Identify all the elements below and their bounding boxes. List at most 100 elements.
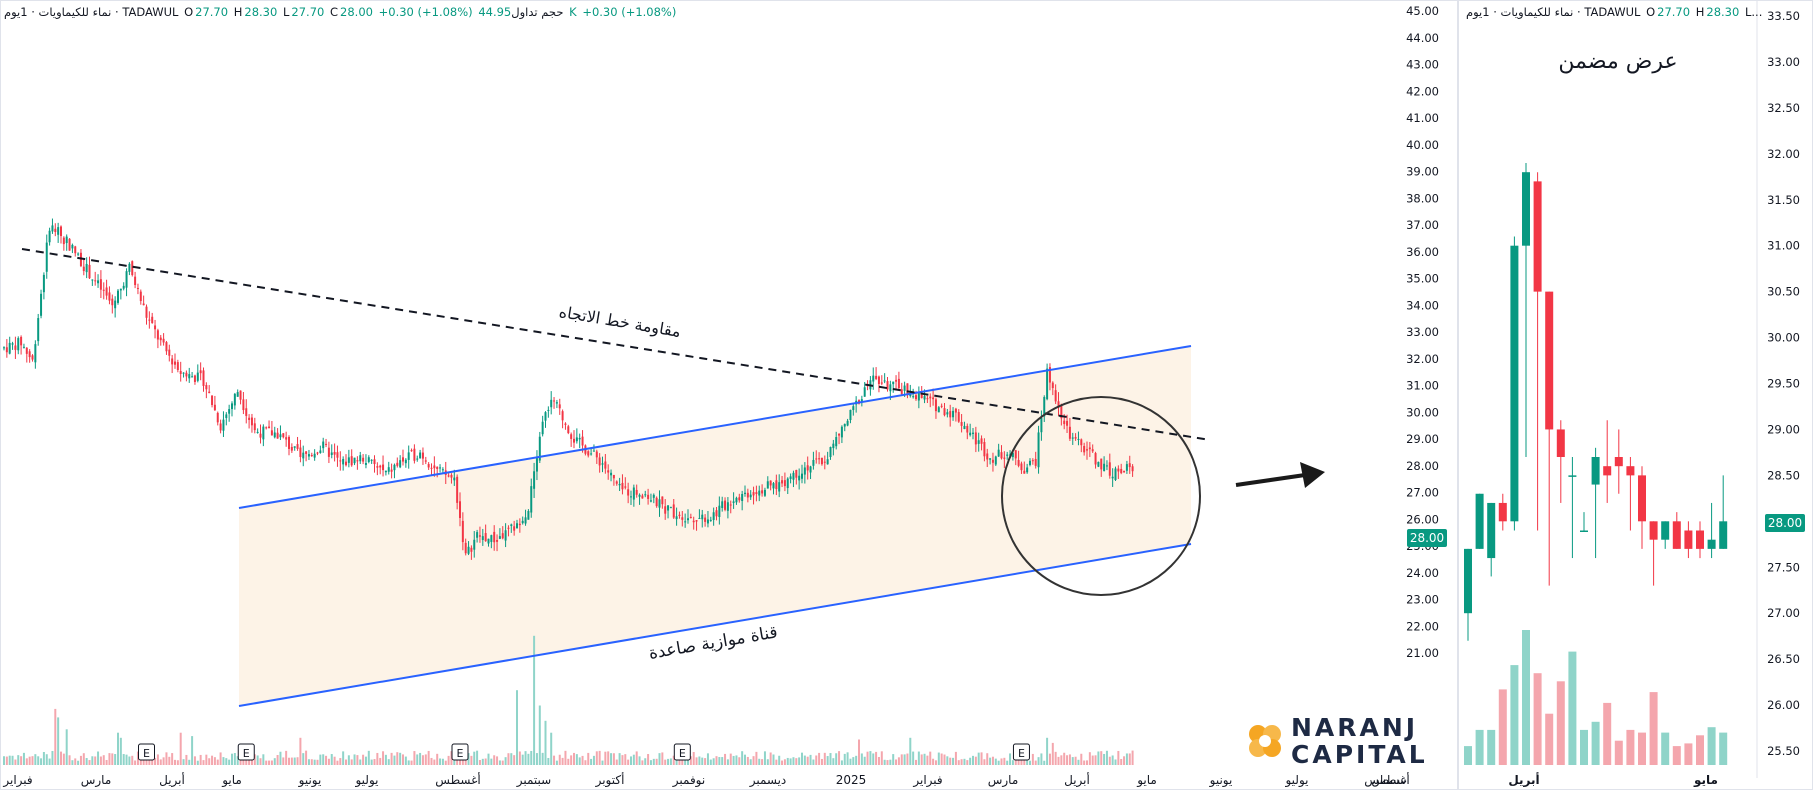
main-volume-bar (148, 756, 151, 765)
main-candle-body (478, 535, 481, 537)
main-candle-body (456, 476, 459, 503)
main-price-tick: 41.00 (1406, 111, 1439, 125)
main-volume-bar (333, 756, 336, 765)
main-volume-bar (225, 758, 228, 765)
main-volume-bar (77, 760, 80, 765)
main-volume-bar (980, 752, 983, 765)
main-volume-bar (706, 753, 709, 765)
main-open-label: O (184, 5, 194, 19)
main-candle-body (114, 300, 117, 309)
main-candle-body (681, 517, 684, 520)
main-candle-body (726, 502, 729, 511)
inset-price-tick: 25.50 (1767, 744, 1800, 758)
main-volume-bar (627, 759, 630, 765)
main-time-tick: أكتوبر (595, 772, 625, 788)
main-volume-bar (669, 758, 672, 765)
main-volume-bar (721, 757, 724, 765)
main-time-tick: يوليو (354, 773, 378, 788)
main-candle-body (601, 463, 604, 465)
main-candle-body (1054, 390, 1057, 402)
main-volume-bar (610, 753, 613, 765)
main-volume-bar (783, 759, 786, 765)
main-candle-body (778, 482, 781, 492)
main-volume-bar (1114, 759, 1117, 765)
main-candle-body (838, 433, 841, 436)
naranj-capital-logo: NARANJ CAPITAL (1247, 714, 1428, 768)
main-volume-bar (840, 760, 843, 765)
main-volume-bar (701, 757, 704, 765)
main-candle-body (1063, 420, 1066, 425)
main-volume-bar (584, 760, 587, 765)
main-candle-body (658, 499, 661, 508)
main-volume-bar (749, 759, 752, 765)
main-volume-bar (855, 755, 858, 765)
main-candle-body (208, 391, 211, 394)
main-candle-body (1040, 417, 1043, 433)
main-volume-bar (789, 758, 792, 765)
main-volume-bar (3, 756, 5, 765)
main-volume-bar (407, 760, 410, 765)
main-candle-body (886, 381, 889, 390)
main-candle-body (624, 486, 627, 488)
main-time-tick: سبتمبر (516, 773, 551, 788)
main-candle-body (342, 458, 345, 465)
main-candle-body (302, 452, 305, 459)
main-candle-body (384, 470, 387, 473)
main-candle-body (359, 455, 362, 462)
main-candle-body (558, 404, 561, 409)
main-volume-bar (533, 635, 536, 765)
earnings-marker-label: E (1018, 747, 1025, 760)
trendline-resistance (21, 248, 1211, 441)
main-volume-bar (1046, 737, 1049, 765)
main-candle-body (404, 459, 407, 464)
main-volume-bar (68, 755, 71, 765)
main-candle-body (99, 279, 102, 290)
main-candle-body (877, 376, 880, 385)
inset-open-value: 27.70 (1657, 5, 1691, 19)
main-volume-bar (832, 758, 835, 765)
main-volume-bar (909, 737, 912, 765)
main-candle-body (1111, 476, 1114, 479)
main-volume-bar (1131, 750, 1134, 765)
main-candle-body (439, 467, 442, 469)
main-last-price-text: 28.00 (1410, 531, 1444, 545)
main-candle-body (1068, 426, 1071, 439)
main-candle-body (307, 454, 310, 457)
main-volume-bar (1043, 760, 1046, 765)
main-candle-body (709, 519, 712, 521)
main-price-tick: 37.00 (1406, 218, 1439, 232)
main-time-tick: مارس (81, 773, 112, 788)
main-volume-bar (538, 705, 541, 765)
main-candle-body (484, 533, 487, 542)
main-volume-bar (279, 751, 282, 765)
main-candle-body (45, 242, 48, 272)
main-candle-body (632, 487, 635, 500)
main-candle-body (77, 253, 80, 255)
main-candle-body (781, 480, 784, 484)
main-candle-body (547, 409, 550, 411)
main-volume-bar (473, 751, 476, 765)
main-price-tick: 39.00 (1406, 165, 1439, 179)
logo-line-1: NARANJ (1291, 713, 1419, 742)
main-candle-body (310, 455, 313, 457)
main-volume-series (3, 635, 1134, 765)
main-volume-bar (672, 755, 675, 765)
main-volume-bar (111, 753, 114, 765)
main-candle-body (31, 355, 34, 360)
main-volume-bar (994, 758, 997, 765)
main-price-tick: 36.00 (1406, 245, 1439, 259)
main-candle-body (1117, 468, 1120, 472)
inset-time-tick: أبريل (1508, 772, 1539, 787)
main-volume-bar (621, 755, 624, 765)
main-volume-bar (1083, 760, 1086, 765)
main-volume-value: 44.95 K (478, 5, 577, 19)
main-candle-body (1000, 452, 1003, 459)
main-candle-body (527, 511, 530, 520)
main-volume-bar (573, 752, 575, 765)
main-candle-body (60, 226, 62, 237)
main-candle-body (846, 420, 849, 426)
main-volume-bar (578, 757, 581, 765)
earnings-marker-label: E (243, 747, 250, 760)
main-candle-body (553, 400, 556, 402)
main-price-tick: 30.00 (1406, 405, 1439, 419)
